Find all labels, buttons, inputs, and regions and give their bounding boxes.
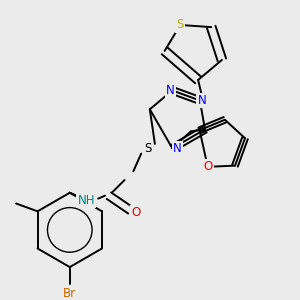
Text: N: N (173, 142, 182, 155)
Text: N: N (197, 94, 206, 107)
Text: Br: Br (63, 287, 76, 300)
Text: NH: NH (78, 194, 95, 207)
Text: O: O (203, 160, 212, 173)
Text: S: S (144, 142, 152, 155)
Text: O: O (132, 206, 141, 219)
Text: S: S (177, 19, 184, 32)
Text: N: N (166, 84, 175, 97)
